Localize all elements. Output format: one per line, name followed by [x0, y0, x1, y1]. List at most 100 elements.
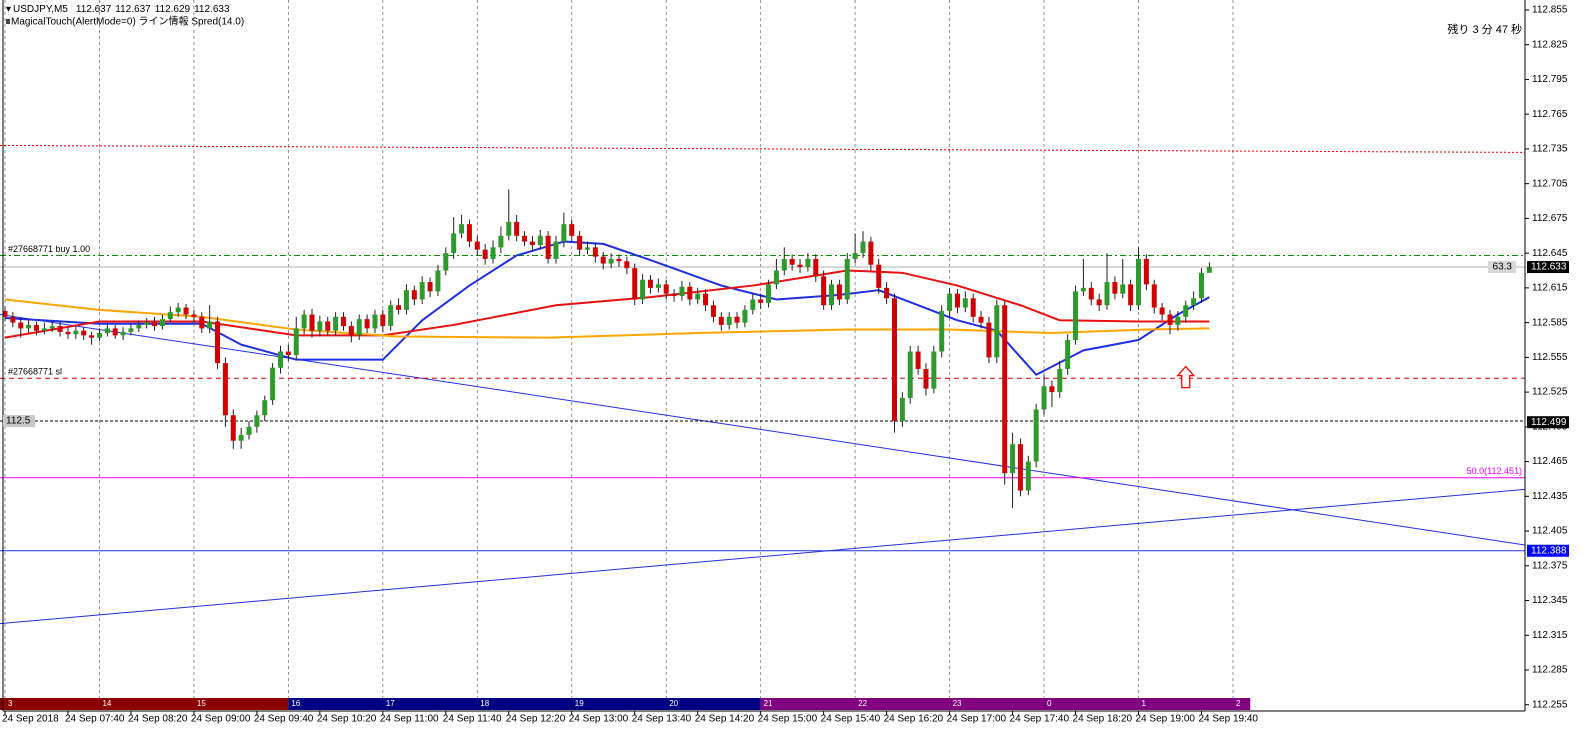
session-band [288, 698, 761, 710]
bar-timer: 残り 3 分 47 秒 [1447, 22, 1522, 36]
signal-arrow [1176, 365, 1196, 389]
level-label: 50.0(112.451) [1467, 466, 1522, 476]
header-high: 112.637 [115, 4, 151, 15]
candle-body [104, 328, 110, 334]
candle-body [829, 284, 835, 306]
candle-body [1088, 287, 1094, 300]
candle-body [632, 268, 638, 300]
candle-body [246, 426, 252, 435]
candle-body [852, 253, 858, 259]
hour-label: 3 [8, 699, 13, 708]
candle-body [962, 298, 968, 308]
y-tick-label: 112.645 [1532, 248, 1568, 259]
x-tick-label: 24 Sep 17:00 [947, 714, 1007, 725]
candle-body [1120, 284, 1126, 294]
candle-body [120, 331, 126, 336]
candle-body [1041, 386, 1047, 410]
header-open: 112.637 [76, 4, 112, 15]
candle-body [1073, 291, 1079, 340]
y-tick-label: 112.615 [1532, 283, 1568, 294]
candle-body [490, 247, 496, 259]
session-band [0, 698, 289, 710]
candle-body [222, 363, 228, 416]
candle-body [18, 322, 24, 329]
candle-body [891, 298, 897, 422]
candle-body [860, 241, 866, 254]
candle-body [970, 298, 976, 317]
candle-body [537, 235, 543, 246]
candle-body [2, 311, 8, 317]
candle-body [1183, 305, 1189, 317]
candle-body [1033, 409, 1039, 462]
y-tick-label: 112.585 [1532, 317, 1568, 328]
candle-body [1002, 305, 1008, 474]
candle-body [726, 316, 732, 325]
y-tick-label: 112.345 [1532, 595, 1568, 606]
candle-body [734, 316, 740, 323]
candle-body [640, 279, 646, 300]
candle-body [1049, 386, 1055, 393]
candle-body [167, 312, 173, 320]
candle-body [73, 330, 79, 335]
y-tick-label: 112.705 [1532, 178, 1568, 189]
candle-body [1198, 272, 1204, 299]
candle-body [144, 322, 150, 325]
candle-body [285, 351, 291, 356]
y-tick-label: 112.375 [1532, 560, 1568, 571]
header-close: 112.633 [194, 4, 230, 15]
y-tick-label: 112.735 [1532, 144, 1568, 155]
candle-body [10, 316, 16, 323]
candle-body [687, 286, 693, 300]
level-label: #27668771 buy 1.00 [8, 244, 90, 254]
candle-body [340, 316, 346, 327]
candle-body [33, 324, 39, 331]
candle-body [396, 305, 402, 310]
candle-body [577, 235, 583, 250]
candle-body [278, 351, 284, 368]
x-tick-label: 24 Sep 13:00 [569, 714, 629, 725]
candle-body [773, 270, 779, 285]
candle-body [923, 368, 929, 389]
candle-body [797, 264, 803, 268]
candle-body [1136, 258, 1142, 306]
candle-body [553, 241, 559, 259]
candle-body [238, 434, 244, 441]
candle-body [89, 335, 95, 338]
candle-body [884, 287, 890, 299]
candle-body [435, 270, 441, 292]
level-label: #27668771 sl [8, 367, 62, 377]
candle-body [506, 221, 512, 236]
y-tick-label: 112.465 [1532, 456, 1568, 467]
y-tick-label: 112.435 [1532, 491, 1568, 502]
x-tick-label: 24 Sep 13:40 [632, 714, 692, 725]
candle-body [293, 328, 299, 356]
candle-body [954, 293, 960, 308]
candle-body [152, 322, 158, 327]
axis-tag: 112.499 [1531, 417, 1567, 428]
candle-body [380, 314, 386, 327]
level-tag: 63.3 [1493, 262, 1513, 273]
candle-body [805, 258, 811, 268]
candle-body [325, 321, 331, 331]
x-tick-label: 24 Sep 2018 [2, 714, 59, 725]
hour-label: 21 [764, 699, 773, 708]
candle-body [899, 397, 905, 422]
candle-body [671, 293, 677, 296]
candle-body [1057, 368, 1063, 393]
candle-body [569, 224, 575, 236]
y-tick-label: 112.405 [1532, 526, 1568, 537]
hour-label: 19 [575, 699, 584, 708]
trendline [0, 488, 1526, 625]
y-tick-label: 112.285 [1532, 665, 1568, 676]
candle-body [718, 316, 724, 325]
collapse-icon: ▾ [6, 4, 11, 15]
candle-body [96, 333, 102, 338]
x-tick-label: 24 Sep 11:00 [380, 714, 439, 725]
candle-body [364, 319, 370, 329]
moving-average [4, 298, 1210, 339]
candle-body [836, 284, 842, 300]
candle-body [262, 400, 268, 416]
candle-body [758, 299, 764, 303]
candle-body [427, 282, 433, 292]
candle-body [41, 328, 47, 331]
